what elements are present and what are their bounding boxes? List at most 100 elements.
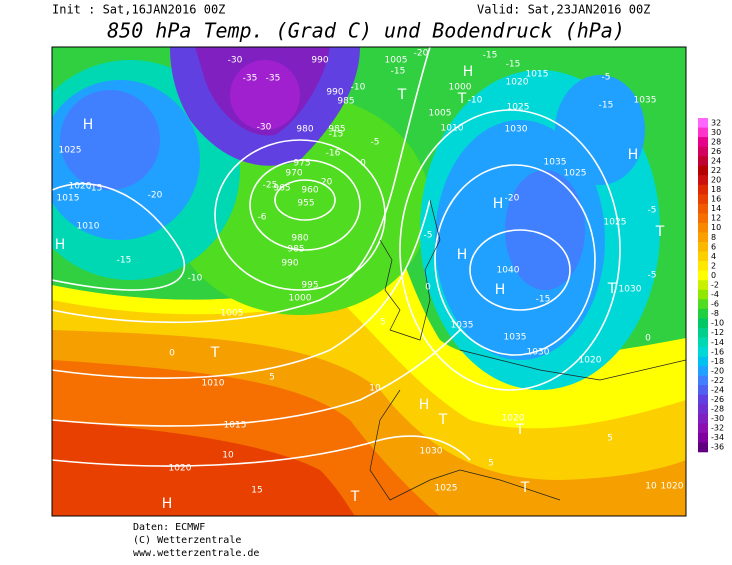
contour-label: -10	[468, 96, 483, 106]
contour-label: -15	[483, 51, 498, 61]
legend-label: 32	[711, 118, 721, 127]
contour-label: 1005	[221, 309, 244, 319]
legend-label: 24	[711, 156, 721, 165]
contour-label: 980	[291, 234, 308, 244]
contour-label: 10	[369, 384, 381, 394]
contour-label: 990	[281, 259, 298, 269]
contour-label: -20	[414, 49, 429, 59]
contour-label: 1035	[504, 333, 527, 343]
contour-label: -5	[424, 231, 433, 241]
contour-label: -16	[326, 149, 341, 159]
contour-label: -15	[329, 130, 344, 140]
pressure-center: T	[438, 412, 448, 428]
legend-swatch	[698, 203, 708, 214]
contour-label: -5	[602, 73, 611, 83]
contour-label: -20	[318, 178, 333, 188]
contour-label: 1035	[634, 96, 657, 106]
contour-label: 1040	[497, 266, 520, 276]
contour-label: 1030	[420, 447, 443, 457]
pressure-center: H	[419, 397, 430, 413]
legend-swatch	[698, 347, 708, 357]
legend-swatch	[698, 423, 708, 434]
legend-label: -4	[711, 290, 719, 299]
legend-swatch	[698, 327, 708, 338]
contour-label: 990	[326, 88, 343, 98]
legend-swatch	[698, 394, 708, 405]
legend-label: 14	[711, 204, 721, 213]
contour-label: -5	[648, 206, 657, 216]
contour-label: -30	[228, 56, 243, 66]
legend-swatch	[698, 194, 708, 205]
contour-label: 0	[645, 334, 651, 344]
contour-label: 975	[293, 159, 310, 169]
legend-swatch	[698, 242, 708, 252]
website: www.wetterzentrale.de	[133, 548, 259, 559]
legend-label: 16	[711, 195, 721, 204]
legend-label: -16	[711, 347, 724, 356]
contour-label: 5	[269, 373, 275, 383]
pressure-center: T	[350, 489, 360, 505]
contour-label: -15	[599, 101, 614, 111]
init-time: Init : Sat,16JAN2016 00Z	[52, 3, 225, 17]
pressure-center: T	[397, 87, 407, 103]
legend-label: -20	[711, 366, 724, 375]
pressure-center: T	[515, 422, 525, 438]
legend-swatch	[698, 175, 708, 186]
contour-label: 980	[296, 125, 313, 135]
legend-swatch	[698, 308, 708, 319]
contour-label: 1000	[449, 83, 472, 93]
contour-label: 1015	[526, 70, 549, 80]
legend-swatch	[698, 127, 708, 138]
contour-label: 1015	[224, 421, 247, 431]
legend-swatch	[698, 184, 708, 195]
legend-label: 2	[711, 261, 716, 270]
legend-swatch	[698, 404, 708, 415]
pressure-center: H	[457, 247, 468, 263]
pressure-center: H	[463, 64, 474, 80]
legend-label: -8	[711, 309, 719, 318]
contour-label: 15	[251, 486, 262, 496]
contour-label: -20	[505, 194, 520, 204]
contour-label: -20	[148, 191, 163, 201]
contour-label: 1010	[77, 222, 100, 232]
legend-label: -22	[711, 376, 724, 385]
contour-label: -15	[117, 256, 132, 266]
contour-label: -10	[351, 83, 366, 93]
contour-label: -10	[188, 274, 203, 284]
pressure-center: T	[520, 480, 530, 496]
contour-label: -15	[536, 295, 551, 305]
contour-label: -35	[243, 74, 258, 84]
pressure-center: T	[210, 345, 220, 361]
map-title: 850 hPa Temp. (Grad C) und Bodendruck (h…	[107, 19, 625, 43]
legend-label: 26	[711, 147, 721, 156]
legend-swatch	[698, 165, 708, 176]
legend-label: -24	[711, 385, 724, 394]
contour-label: 1025	[59, 146, 82, 156]
legend-label: -36	[711, 443, 724, 452]
contour-label: 5	[380, 318, 386, 328]
legend-swatch	[698, 251, 708, 262]
legend-swatch	[698, 270, 708, 281]
legend-label: 4	[711, 252, 716, 261]
legend-swatch	[698, 385, 708, 396]
legend-label: -32	[711, 424, 724, 433]
legend-label: 0	[711, 271, 716, 280]
contour-label: 1030	[619, 285, 642, 295]
legend-swatch	[698, 413, 708, 424]
contour-label: 1030	[527, 348, 550, 358]
pressure-center: H	[162, 496, 173, 512]
legend-swatch	[698, 432, 708, 443]
legend-label: -12	[711, 328, 724, 337]
contour-label: -30	[257, 123, 272, 133]
contour-label: 970	[285, 169, 302, 179]
pressure-center: H	[83, 117, 94, 133]
legend-label: 10	[711, 223, 721, 232]
contour-label: 10	[645, 482, 657, 492]
legend-swatch	[698, 118, 708, 128]
map-frame	[51, 46, 687, 517]
contour-label: 5	[488, 459, 494, 469]
legend-label: -2	[711, 281, 719, 290]
legend-swatch	[698, 280, 708, 291]
contour-label: 1020	[502, 414, 525, 424]
